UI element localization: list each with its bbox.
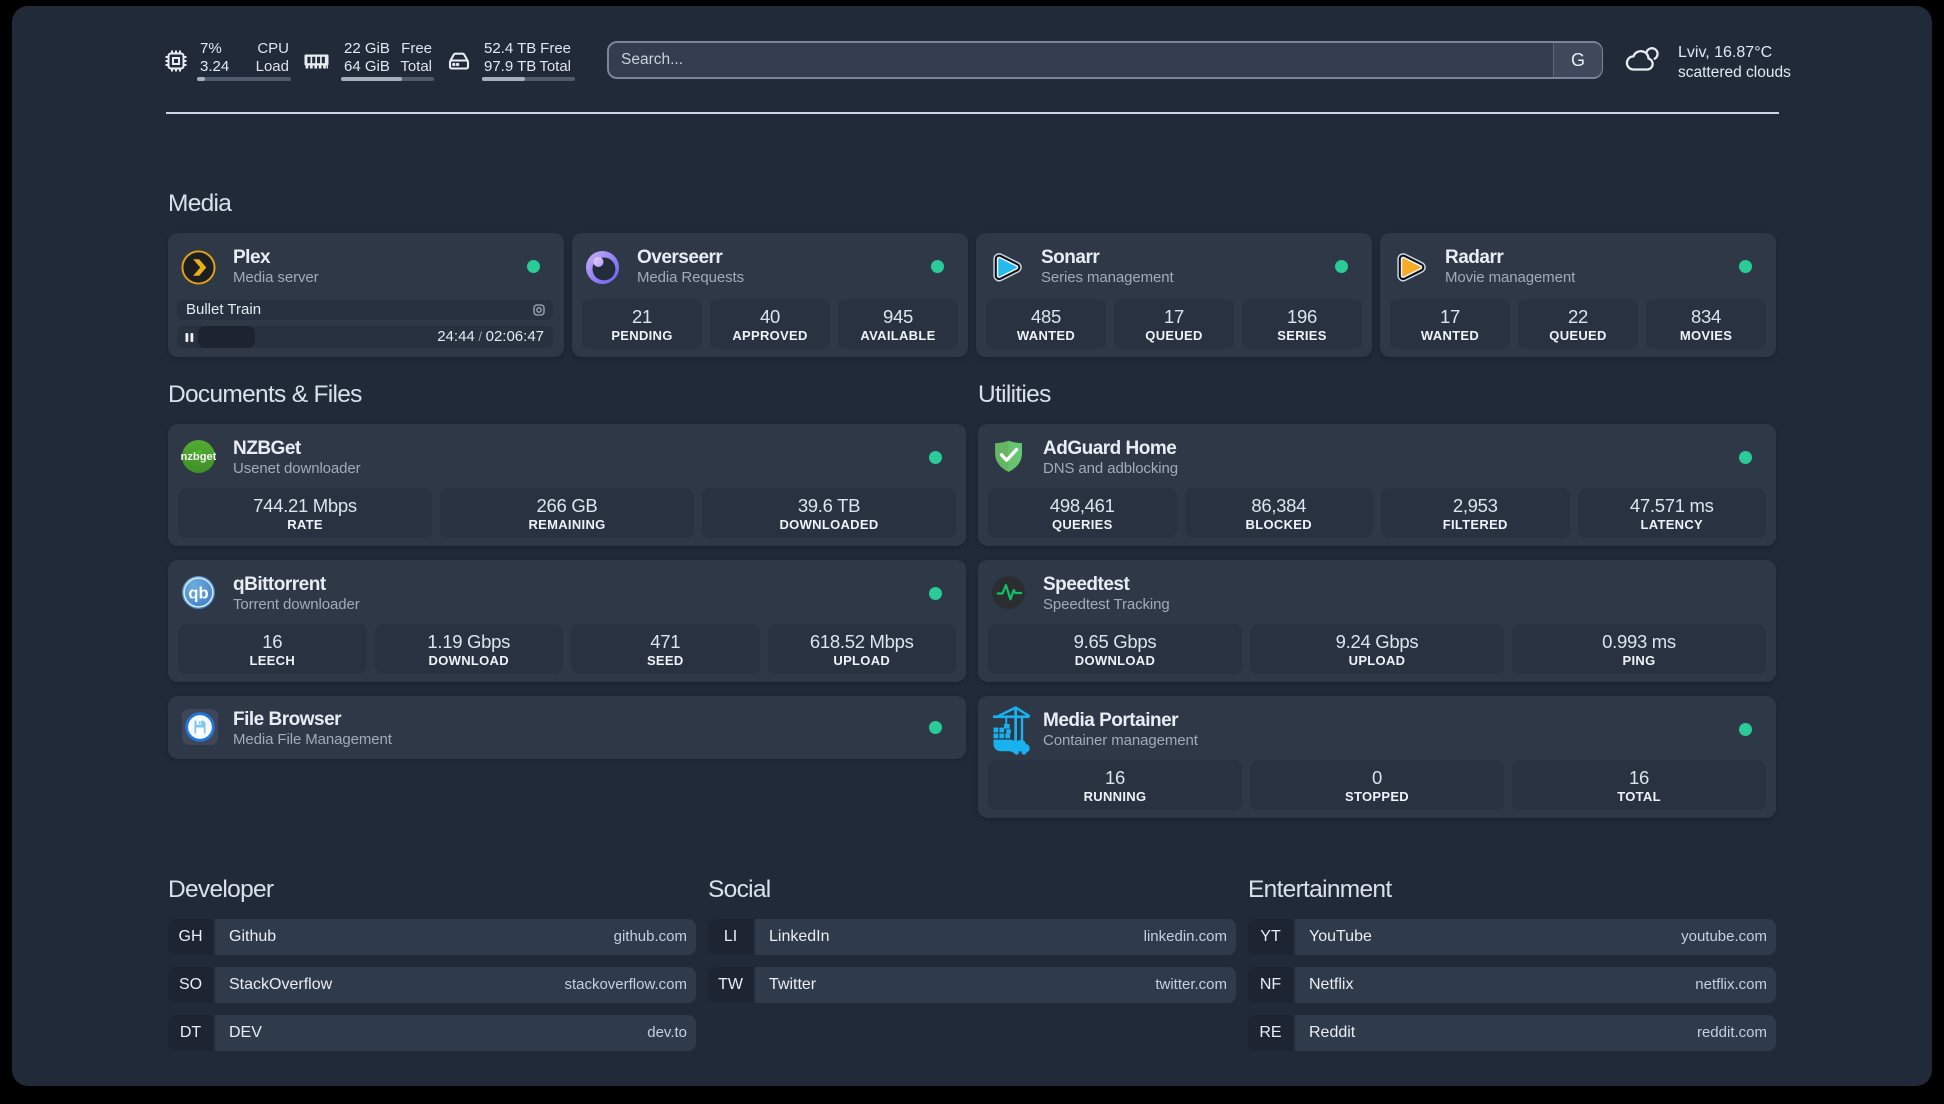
svg-text:qb: qb	[188, 583, 208, 602]
svg-text:nzbget: nzbget	[181, 451, 216, 463]
